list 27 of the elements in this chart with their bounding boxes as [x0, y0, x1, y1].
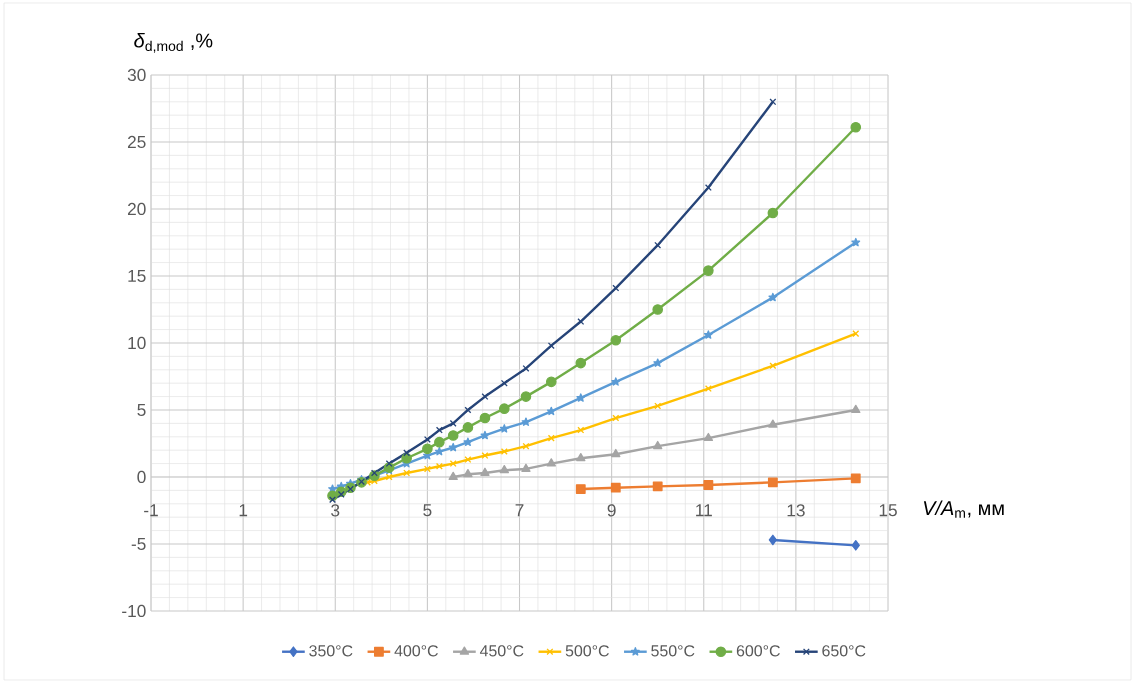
x-tick-label: 5 — [423, 504, 432, 517]
x-tick-label: 7 — [515, 504, 524, 517]
y-tick-label: 25 — [127, 135, 146, 149]
y-tick-label: -5 — [131, 537, 146, 551]
x-tick-label: 9 — [607, 504, 616, 517]
y-tick-label: 0 — [137, 470, 146, 484]
x-tick-label: -1 — [144, 504, 158, 517]
legend-label: 400°C — [394, 645, 438, 657]
x-tick-label: 13 — [787, 504, 805, 517]
x-tick-label: 3 — [331, 504, 340, 517]
legend-label: 600°C — [736, 645, 780, 657]
y-tick-label: 20 — [127, 202, 146, 216]
legend-label: 650°C — [822, 645, 866, 657]
x-tick-label: 15 — [879, 504, 897, 517]
x-tick-label: 11 — [696, 504, 712, 517]
x-axis-title: V/A$_{m}$, мм — [923, 500, 1004, 518]
y-tick-label: 15 — [128, 269, 146, 283]
y-tick-label: -10 — [122, 604, 146, 618]
y-tick-label: 10 — [128, 336, 146, 350]
legend-label: 500°C — [565, 645, 609, 657]
legend-label: 350°C — [309, 645, 353, 657]
y-axis-title: δ$_{d,mod}$ ,% — [134, 32, 213, 53]
x-tick-label: 1 — [239, 504, 248, 517]
y-tick-label: 5 — [137, 403, 146, 417]
y-tick-label: 30 — [127, 68, 146, 82]
legend-label: 450°C — [479, 645, 524, 657]
legend-label: 550°C — [651, 645, 695, 657]
